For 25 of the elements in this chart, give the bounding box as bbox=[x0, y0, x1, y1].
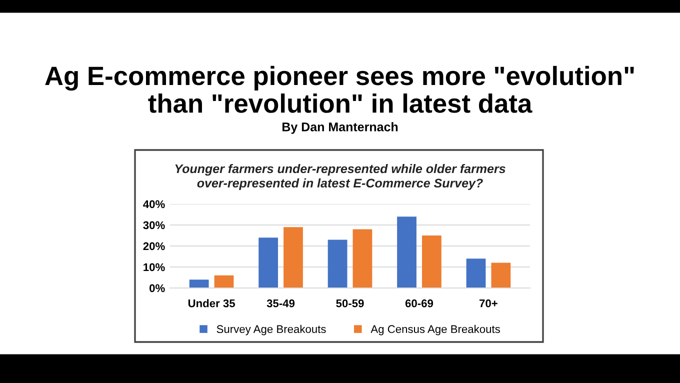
bar bbox=[352, 229, 372, 288]
y-tick-label: 20% bbox=[143, 242, 165, 250]
bar bbox=[328, 240, 348, 288]
bar bbox=[214, 275, 234, 288]
x-tick-label: Under 35 bbox=[188, 299, 236, 308]
y-tick-label: 0% bbox=[150, 284, 165, 292]
bar bbox=[466, 258, 486, 288]
bar bbox=[189, 280, 209, 288]
y-tick-label: 10% bbox=[144, 263, 165, 272]
x-tick-label: 60-69 bbox=[405, 299, 434, 308]
bar bbox=[397, 216, 416, 288]
bar bbox=[422, 236, 442, 288]
legend-label: Survey Age Breakouts bbox=[216, 324, 326, 336]
bar bbox=[284, 227, 303, 288]
y-tick-label: 30% bbox=[143, 221, 165, 230]
text: Younger farmers under-represented while older farmers over-represented in latest E-Commerce Survey? bbox=[175, 164, 506, 190]
y-tick-label: 40% bbox=[143, 200, 165, 208]
legend-label: Ag Census Age Breakouts bbox=[370, 324, 500, 336]
chart-subtitle: By Dan Manternach bbox=[282, 122, 398, 134]
bar bbox=[491, 262, 511, 288]
x-tick-label: 50-59 bbox=[336, 299, 364, 308]
x-tick-label: 70+ bbox=[480, 299, 498, 308]
bar bbox=[258, 238, 278, 288]
chart-title: Ag E-commerce pioneer sees more "evolution" than "revolution" in latest data bbox=[45, 66, 634, 113]
x-tick-label: 35-49 bbox=[266, 299, 295, 308]
